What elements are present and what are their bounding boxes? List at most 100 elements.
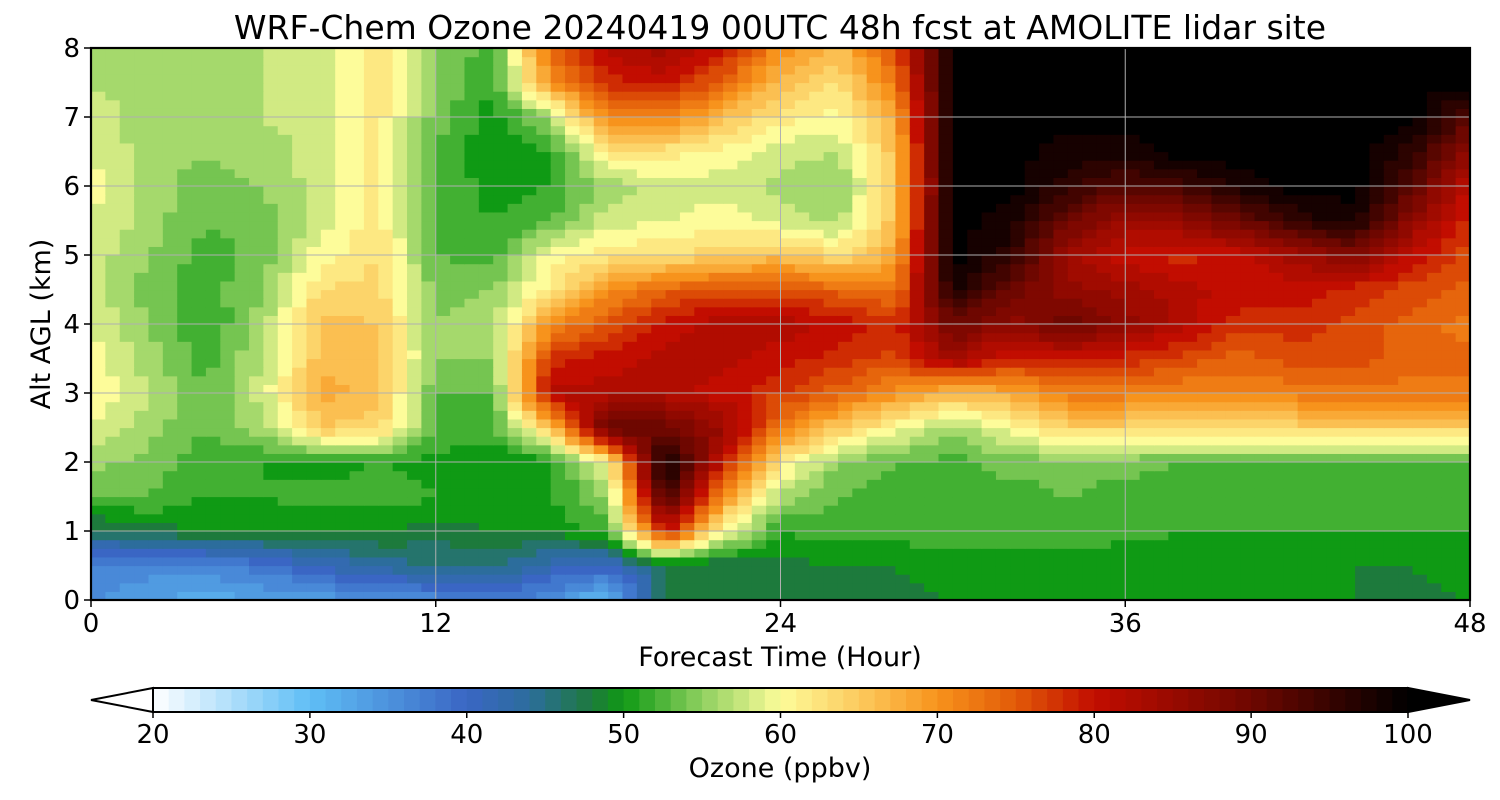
- heatmap-cell: [1355, 531, 1371, 541]
- heatmap-cell: [708, 462, 724, 472]
- heatmap-cell: [1139, 444, 1155, 454]
- heatmap-cell: [478, 211, 494, 222]
- heatmap-cell: [780, 332, 796, 342]
- heatmap-cell: [967, 203, 983, 213]
- heatmap-cell: [593, 462, 609, 472]
- heatmap-cell: [895, 401, 911, 411]
- heatmap-cell: [1082, 220, 1098, 230]
- heatmap-cell: [335, 505, 351, 515]
- heatmap-cell: [1053, 453, 1069, 463]
- heatmap-cell: [1268, 229, 1284, 239]
- heatmap-cell: [608, 151, 624, 161]
- heatmap-cell: [1024, 306, 1040, 316]
- heatmap-cell: [1311, 280, 1327, 291]
- heatmap-cell: [1398, 427, 1414, 437]
- heatmap-cell: [536, 341, 552, 351]
- heatmap-cell: [521, 203, 537, 213]
- heatmap-cell: [177, 513, 193, 523]
- heatmap-cell: [177, 384, 193, 394]
- heatmap-cell: [1283, 246, 1299, 256]
- heatmap-cell: [234, 401, 250, 411]
- heatmap-cell: [938, 470, 954, 480]
- heatmap-cell: [450, 349, 466, 360]
- heatmap-cell: [277, 280, 293, 291]
- heatmap-cell: [1010, 203, 1026, 213]
- heatmap-cell: [1254, 444, 1270, 454]
- heatmap-cell: [809, 332, 825, 342]
- heatmap-cell: [852, 505, 868, 515]
- heatmap-cell: [263, 539, 279, 549]
- heatmap-cell: [478, 341, 494, 351]
- heatmap-cell: [335, 479, 351, 489]
- heatmap-cell: [1326, 574, 1342, 584]
- heatmap-cell: [464, 393, 480, 403]
- heatmap-cell: [866, 280, 882, 291]
- heatmap-cell: [1096, 470, 1112, 480]
- heatmap-cell: [335, 358, 351, 368]
- heatmap-cell: [708, 280, 724, 291]
- heatmap-cell: [909, 177, 925, 187]
- heatmap-cell: [1082, 505, 1098, 515]
- heatmap-cell: [1010, 505, 1026, 515]
- heatmap-cell: [866, 539, 882, 549]
- heatmap-cell: [1383, 375, 1399, 385]
- heatmap-cell: [651, 505, 667, 515]
- heatmap-cell: [794, 324, 810, 334]
- heatmap-cell: [1254, 203, 1270, 213]
- heatmap-cell: [378, 229, 394, 239]
- heatmap-cell: [866, 332, 882, 342]
- heatmap-cell: [335, 496, 351, 506]
- heatmap-cell: [177, 375, 193, 385]
- heatmap-cell: [794, 289, 810, 299]
- heatmap-cell: [521, 324, 537, 334]
- heatmap-cell: [450, 574, 466, 584]
- heatmap-cell: [1168, 280, 1184, 291]
- heatmap-cell: [378, 332, 394, 342]
- heatmap-cell: [1240, 375, 1256, 385]
- heatmap-cell: [1225, 462, 1241, 472]
- heatmap-cell: [881, 548, 897, 558]
- heatmap-cell: [349, 393, 365, 403]
- heatmap-cell: [1067, 263, 1083, 273]
- heatmap-cell: [837, 229, 853, 239]
- heatmap-cell: [1283, 263, 1299, 273]
- heatmap-cell: [995, 401, 1011, 411]
- heatmap-cell: [1441, 298, 1457, 308]
- heatmap-cell: [823, 263, 839, 273]
- heatmap-cell: [349, 513, 365, 523]
- heatmap-cell: [205, 246, 221, 256]
- heatmap-cell: [1211, 306, 1227, 316]
- heatmap-cell: [1383, 177, 1399, 187]
- heatmap-cell: [809, 358, 825, 368]
- heatmap-cell: [493, 531, 509, 541]
- heatmap-cell: [1326, 341, 1342, 351]
- heatmap-cell: [363, 298, 379, 308]
- heatmap-cell: [952, 289, 968, 299]
- heatmap-cell: [1340, 444, 1356, 454]
- heatmap-cell: [536, 591, 552, 601]
- heatmap-cell: [536, 306, 552, 316]
- heatmap-cell: [435, 496, 451, 506]
- heatmap-cell: [909, 470, 925, 480]
- heatmap-cell: [1412, 220, 1428, 230]
- heatmap-cell: [938, 539, 954, 549]
- heatmap-cell: [292, 280, 308, 291]
- heatmap-cell: [1412, 479, 1428, 489]
- heatmap-cell: [249, 280, 264, 291]
- heatmap-cell: [507, 324, 523, 334]
- heatmap-cell: [1110, 539, 1126, 549]
- heatmap-cell: [320, 505, 336, 515]
- heatmap-cell: [292, 453, 308, 463]
- heatmap-cell: [909, 237, 925, 247]
- heatmap-cell: [1182, 384, 1198, 394]
- heatmap-cell: [579, 315, 595, 325]
- heatmap-cell: [91, 487, 106, 498]
- heatmap-cell: [938, 591, 954, 601]
- heatmap-cell: [823, 453, 839, 463]
- heatmap-cell: [435, 487, 451, 498]
- heatmap-cell: [780, 151, 796, 161]
- heatmap-cell: [119, 470, 135, 480]
- heatmap-cell: [536, 220, 552, 230]
- heatmap-cell: [823, 160, 839, 170]
- heatmap-cell: [1024, 280, 1040, 291]
